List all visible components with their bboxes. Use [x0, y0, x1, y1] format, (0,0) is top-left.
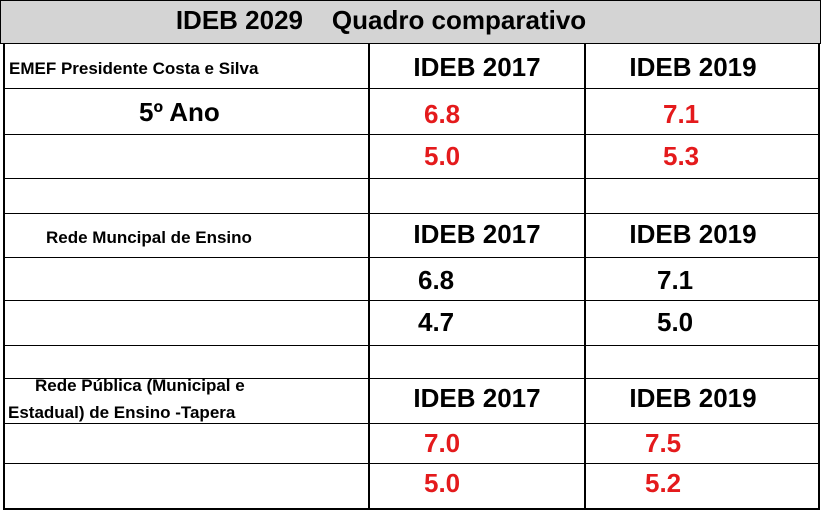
- table-border-right: [818, 44, 820, 510]
- value-publica-2019-row2: 5.2: [645, 468, 682, 498]
- column-header-ideb-2017: IDEB 2017: [413, 219, 541, 249]
- row-divider: [3, 345, 820, 346]
- value-municipal-2017-row1: 6.8: [418, 265, 455, 295]
- column-divider-1: [368, 44, 370, 510]
- column-header-ideb-2019: IDEB 2019: [629, 219, 757, 249]
- row-divider: [3, 178, 820, 179]
- section-name-rede-publica-line1: Rede Pública (Municipal e: [35, 376, 245, 395]
- row-divider: [3, 423, 820, 424]
- row-label-5-ano: 5º Ano: [139, 97, 220, 127]
- column-header-ideb-2019: IDEB 2019: [629, 52, 757, 82]
- row-divider: [3, 213, 820, 214]
- row-divider: [3, 134, 820, 135]
- column-header-ideb-2019: IDEB 2019: [629, 383, 757, 413]
- table-border-left: [3, 44, 5, 510]
- section-name-rede-publica-line2: Estadual) de Ensino -Tapera: [8, 403, 236, 422]
- section-name-rede-municipal: Rede Muncipal de Ensino: [46, 228, 252, 247]
- row-divider: [3, 257, 820, 258]
- value-emef-2019-row1: 7.1: [663, 99, 700, 129]
- value-emef-2017-row1: 6.8: [424, 99, 461, 129]
- section-name-emef: EMEF Presidente Costa e Silva: [9, 59, 259, 78]
- value-publica-2017-row2: 5.0: [424, 468, 461, 498]
- value-municipal-2019-row1: 7.1: [657, 265, 694, 295]
- value-publica-2017-row1: 7.0: [424, 428, 461, 458]
- value-municipal-2017-row2: 4.7: [418, 307, 455, 337]
- row-divider: [3, 300, 820, 301]
- column-header-ideb-2017: IDEB 2017: [413, 52, 541, 82]
- table-border-bottom: [3, 508, 820, 510]
- title-bar: IDEB 2029 Quadro comparativo: [0, 0, 821, 44]
- column-header-ideb-2017: IDEB 2017: [413, 383, 541, 413]
- value-emef-2017-row2: 5.0: [424, 141, 461, 171]
- page-title: IDEB 2029 Quadro comparativo: [175, 5, 587, 35]
- column-divider-2: [584, 44, 586, 510]
- row-divider: [3, 378, 820, 379]
- row-divider: [3, 88, 820, 89]
- value-publica-2019-row1: 7.5: [645, 428, 682, 458]
- row-divider: [3, 463, 820, 464]
- value-municipal-2019-row2: 5.0: [657, 307, 694, 337]
- value-emef-2019-row2: 5.3: [663, 141, 700, 171]
